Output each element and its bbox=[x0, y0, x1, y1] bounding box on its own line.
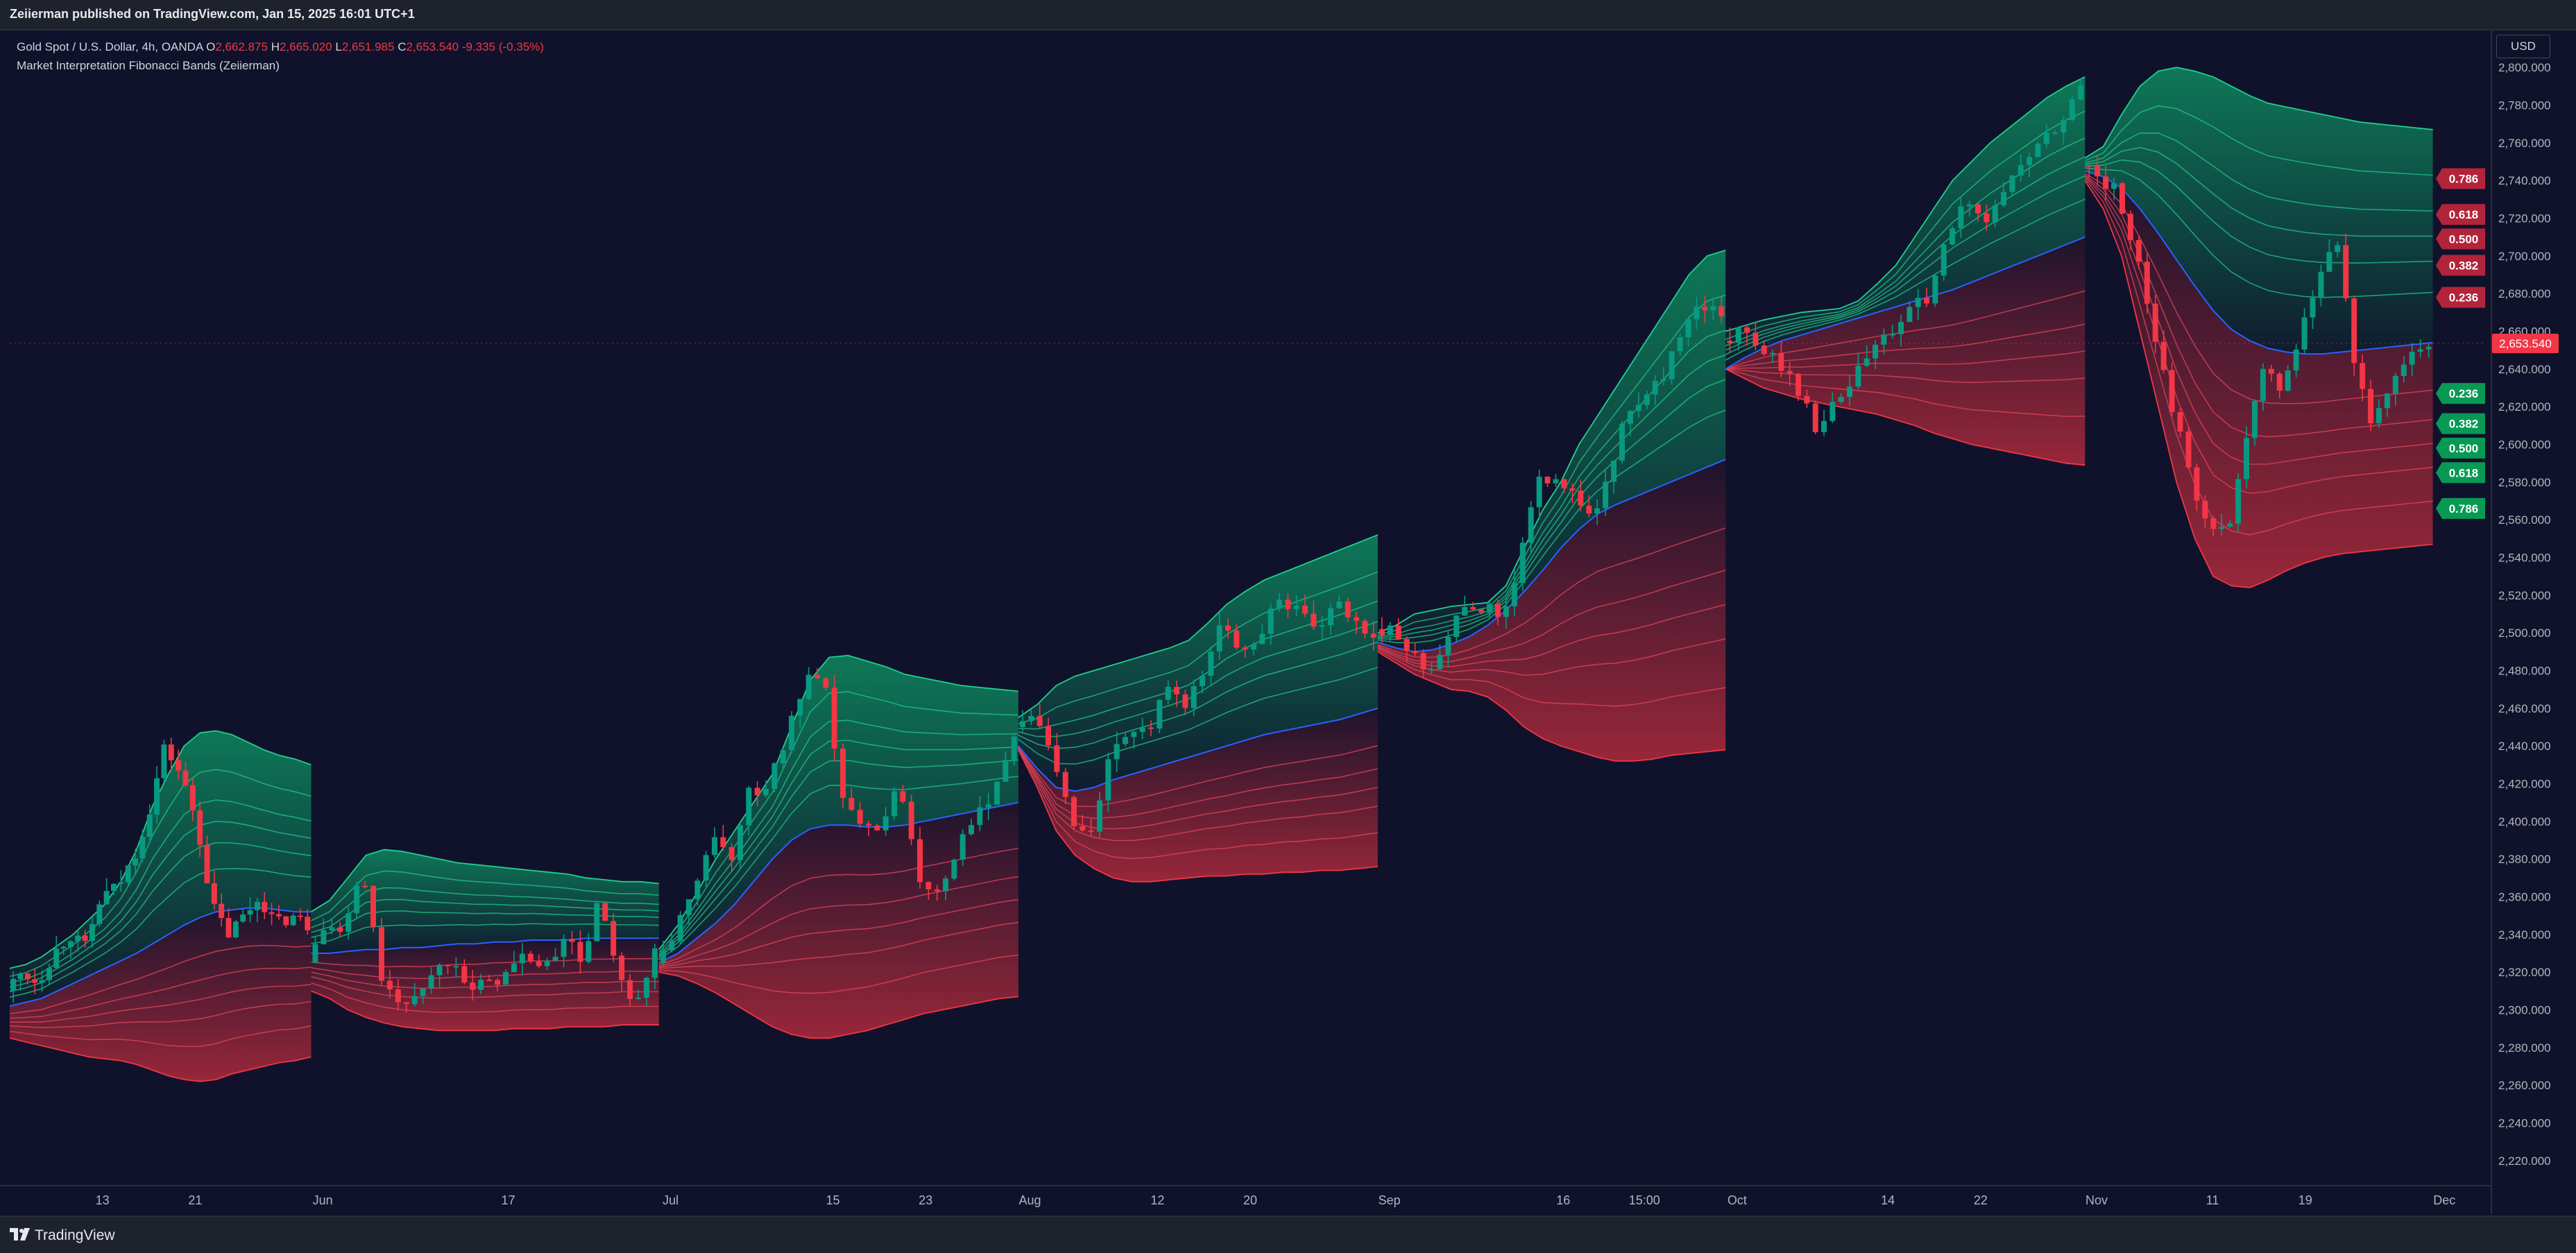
indicator-title[interactable]: Market Interpretation Fibonacci Bands (Z… bbox=[17, 59, 280, 72]
legend-high-label: H bbox=[271, 40, 280, 53]
time-axis[interactable] bbox=[0, 1185, 2491, 1216]
footer-bar: TradingView bbox=[0, 1216, 2576, 1253]
footer-brand[interactable]: TradingView bbox=[35, 1227, 115, 1243]
legend-open: 2,662.875 bbox=[215, 40, 268, 53]
legend-ohlc-row: Gold Spot / U.S. Dollar, 4h, OANDA O2,66… bbox=[17, 37, 544, 56]
legend-high: 2,665.020 bbox=[279, 40, 332, 53]
chart-pane[interactable] bbox=[0, 31, 2491, 1214]
legend-open-label: O bbox=[206, 40, 216, 53]
legend-low: 2,651.985 bbox=[341, 40, 395, 53]
publish-bar: Zeiierman published on TradingView.com, … bbox=[0, 0, 2576, 31]
chart-legend: Gold Spot / U.S. Dollar, 4h, OANDA O2,66… bbox=[17, 37, 544, 75]
legend-close-label: C bbox=[398, 40, 407, 53]
legend-change: -9.335 (-0.35%) bbox=[461, 40, 544, 53]
currency-button[interactable]: USD bbox=[2496, 35, 2550, 58]
price-axis[interactable] bbox=[2491, 31, 2576, 1214]
legend-symbol[interactable]: Gold Spot / U.S. Dollar, 4h, OANDA bbox=[17, 40, 203, 53]
publish-info: Zeiierman published on TradingView.com, … bbox=[10, 7, 415, 21]
tradingview-logo-icon[interactable] bbox=[10, 1228, 31, 1241]
legend-low-label: L bbox=[335, 40, 342, 53]
legend-close: 2,653.540 bbox=[406, 40, 459, 53]
